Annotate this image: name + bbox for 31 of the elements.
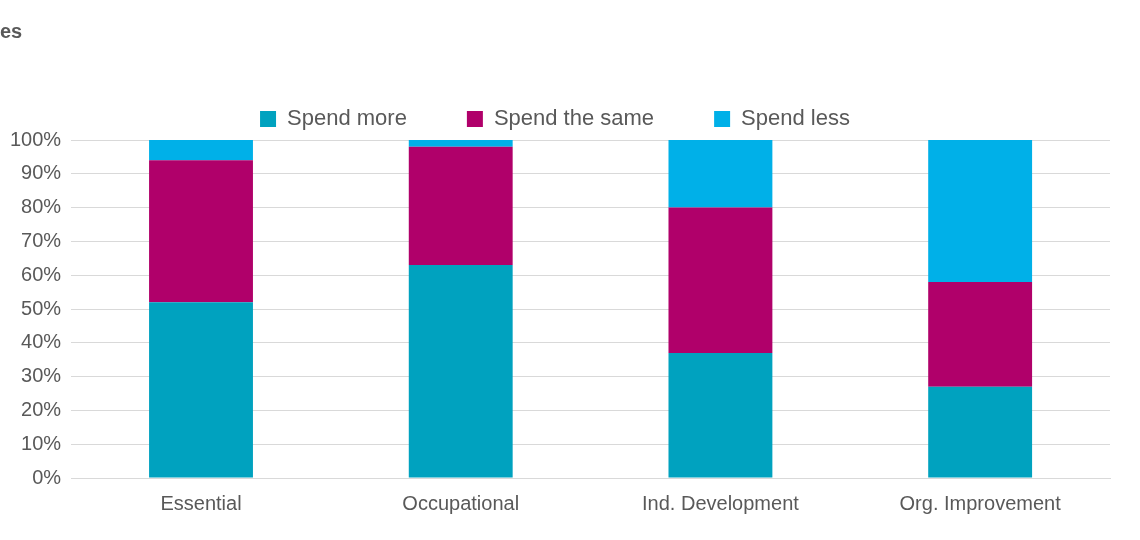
y-tick-label: 10%	[21, 431, 62, 454]
y-tick-label: 100%	[10, 127, 62, 150]
y-tick-label: 40%	[21, 330, 62, 353]
chart-title: es	[0, 19, 23, 42]
y-tick-label: 30%	[21, 364, 62, 387]
x-tick-label: Occupational	[402, 491, 520, 514]
bar	[408, 140, 513, 147]
legend-label: Spend less	[741, 105, 850, 131]
bar	[149, 140, 253, 161]
bar	[149, 160, 253, 303]
y-tick-label: 0%	[32, 465, 62, 488]
y-tick-label: 80%	[21, 195, 62, 218]
bar	[668, 352, 773, 478]
y-tick-label: 60%	[21, 262, 62, 285]
bar	[928, 140, 1033, 282]
bar	[149, 302, 253, 478]
legend-label: Spend more	[287, 105, 407, 131]
bar	[408, 265, 513, 478]
x-tick-label: Essential	[160, 491, 242, 514]
y-tick-label: 50%	[21, 296, 62, 319]
y-tick-label: 70%	[21, 228, 62, 251]
y-tick-label: 90%	[21, 161, 62, 184]
x-tick-label: Org. Improvement	[899, 491, 1062, 514]
legend-label: Spend the same	[493, 105, 655, 131]
bar	[928, 281, 1033, 387]
bar	[928, 386, 1033, 478]
bar	[668, 140, 773, 208]
bar	[408, 146, 513, 266]
x-tick-label: Ind. Development	[642, 491, 800, 514]
y-tick-label: 20%	[21, 397, 62, 420]
bar	[668, 207, 773, 353]
